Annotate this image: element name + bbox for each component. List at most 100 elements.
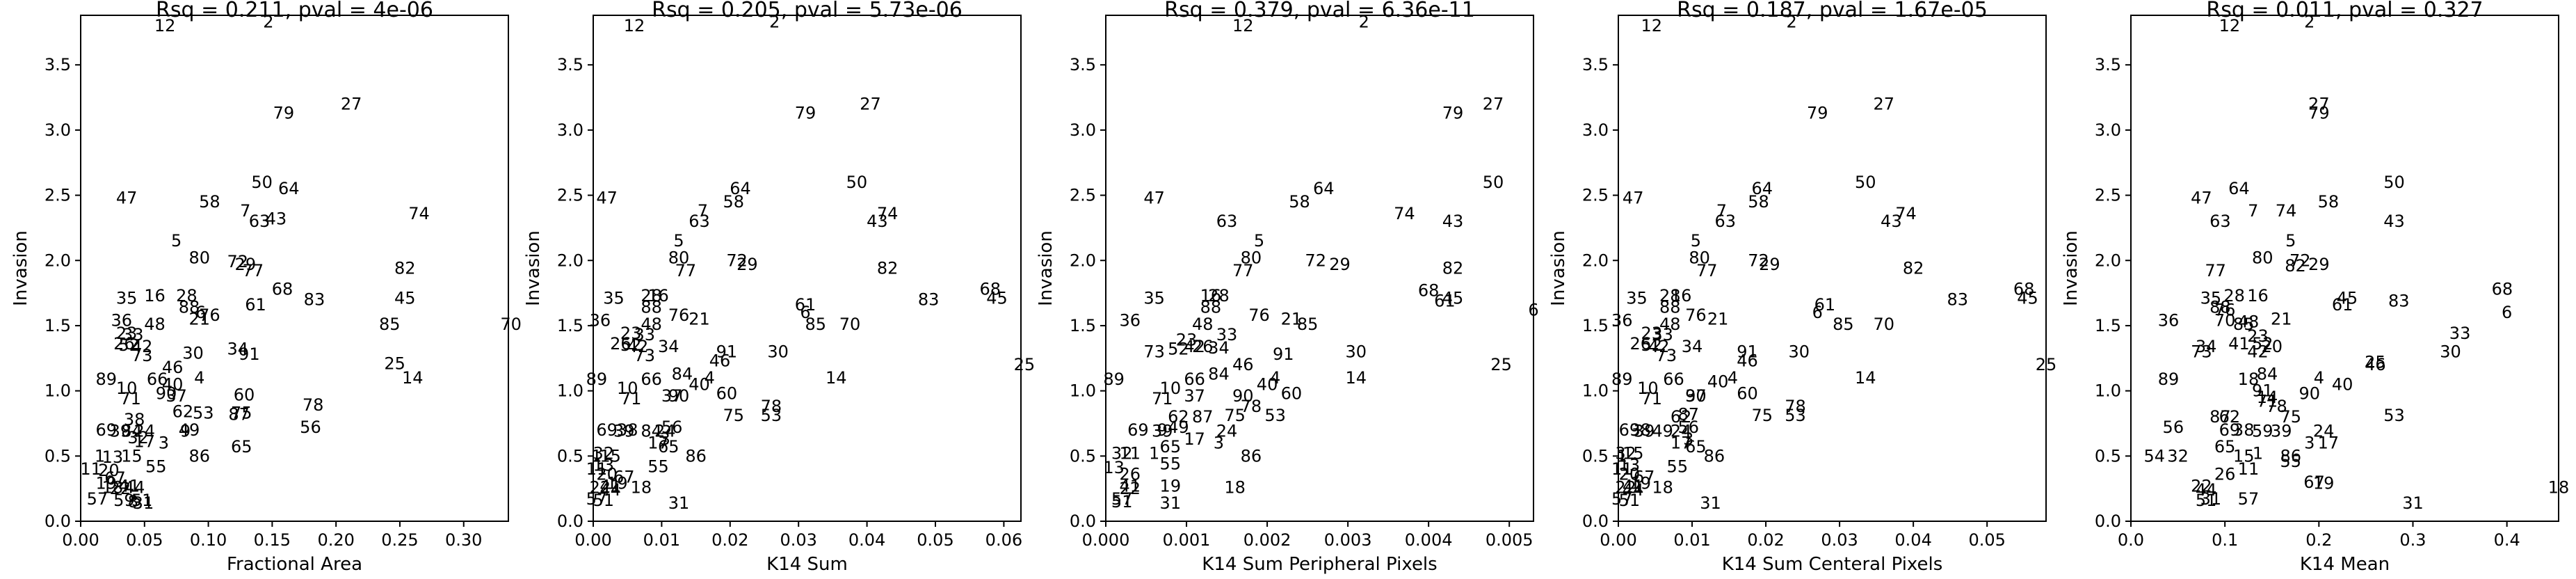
y-tick-label: 3.0 bbox=[1070, 120, 1096, 140]
point-label: 10 bbox=[617, 379, 638, 398]
y-tick-label: 2.5 bbox=[1070, 186, 1096, 205]
point-label: 45 bbox=[2017, 289, 2038, 308]
point-label: 22 bbox=[110, 479, 131, 498]
point-label: 83 bbox=[2388, 291, 2410, 310]
x-tick-label: 0.2 bbox=[2305, 530, 2332, 550]
point-label: 14 bbox=[402, 368, 424, 388]
point-label: 85 bbox=[805, 315, 827, 334]
point-label: 1 bbox=[2253, 444, 2263, 463]
point-label: 76 bbox=[199, 306, 220, 325]
point-label: 13 bbox=[102, 447, 124, 467]
y-axis-label: Invasion bbox=[10, 230, 31, 306]
point-label: 23 bbox=[1176, 331, 1198, 350]
point-label: 52 bbox=[620, 335, 642, 355]
point-label: 70 bbox=[1873, 315, 1894, 334]
point-label: 61 bbox=[1434, 291, 1456, 310]
point-label: 84 bbox=[2257, 364, 2278, 383]
point-label: 33 bbox=[634, 325, 656, 344]
x-tick-label: 0.03 bbox=[780, 530, 816, 550]
point-label: 80 bbox=[2252, 248, 2273, 268]
point-label: 44 bbox=[599, 480, 621, 500]
point-label: 52 bbox=[1641, 335, 1662, 355]
point-label: 26 bbox=[1192, 337, 1214, 356]
point-label: 63 bbox=[2209, 212, 2231, 231]
point-label: 2 bbox=[1787, 12, 1797, 31]
point-label: 2 bbox=[263, 12, 273, 31]
plot-frame bbox=[80, 15, 509, 522]
point-label: 80 bbox=[668, 248, 690, 268]
point-label: 29 bbox=[2308, 255, 2330, 274]
point-label: 86 bbox=[1704, 446, 1725, 466]
point-label: 58 bbox=[1748, 192, 1769, 212]
point-label: 12 bbox=[2219, 16, 2241, 35]
point-label: 3 bbox=[2304, 434, 2315, 453]
point-label: 15 bbox=[599, 446, 621, 466]
point-label: 7 bbox=[240, 201, 250, 221]
point-label: 5 bbox=[673, 231, 684, 251]
point-label: 65 bbox=[658, 437, 679, 457]
point-label: 89 bbox=[2158, 370, 2180, 389]
y-tick-label: 2.5 bbox=[1582, 186, 1609, 205]
point-label: 74 bbox=[1394, 204, 1415, 223]
point-label: 58 bbox=[723, 192, 744, 212]
point-label: 8 bbox=[128, 492, 138, 511]
point-label: 73 bbox=[634, 346, 656, 365]
x-tick-label: 0.003 bbox=[1324, 530, 1372, 550]
point-label: 34 bbox=[658, 337, 679, 356]
point-label: 71 bbox=[1152, 389, 1173, 409]
x-axis-label: K14 Mean bbox=[2300, 554, 2390, 575]
point-label: 30 bbox=[2440, 342, 2461, 361]
y-tick-label: 0.5 bbox=[1070, 446, 1096, 466]
point-label: 40 bbox=[1257, 374, 1278, 394]
point-label: 76 bbox=[2214, 300, 2236, 319]
plot-frame bbox=[2130, 15, 2559, 522]
point-label: 68 bbox=[2013, 279, 2035, 299]
point-label: 64 bbox=[2228, 179, 2250, 198]
point-label: 71 bbox=[1641, 389, 1662, 409]
point-label: 16 bbox=[2247, 286, 2269, 306]
point-label: 82 bbox=[1903, 259, 1924, 278]
x-tick-label: 0.001 bbox=[1163, 530, 1211, 550]
point-label: 10 bbox=[116, 379, 138, 398]
point-label: 43 bbox=[1881, 212, 1902, 231]
point-label: 3 bbox=[660, 429, 670, 449]
point-label: 85 bbox=[1297, 315, 1319, 334]
point-label: 19 bbox=[1160, 476, 1182, 495]
point-label: 53 bbox=[2383, 406, 2405, 425]
point-label: 47 bbox=[1143, 188, 1165, 207]
point-label: 78 bbox=[2266, 397, 2287, 416]
y-tick-label: 0.5 bbox=[557, 446, 583, 466]
y-tick-label: 0.0 bbox=[1070, 511, 1096, 531]
point-label: 5 bbox=[171, 231, 182, 251]
y-axis-label: Invasion bbox=[1548, 230, 1569, 306]
point-label: 76 bbox=[1685, 306, 1707, 325]
point-label: 84 bbox=[121, 422, 143, 441]
y-tick-label: 0.0 bbox=[45, 511, 71, 531]
point-label: 50 bbox=[251, 173, 273, 192]
point-label: 23 bbox=[620, 324, 642, 343]
point-label: 83 bbox=[918, 290, 940, 309]
point-label: 56 bbox=[2163, 418, 2184, 437]
x-tick-label: 0.04 bbox=[848, 530, 885, 550]
point-label: 17 bbox=[2318, 434, 2340, 453]
point-label: 69 bbox=[2219, 420, 2241, 440]
point-label: 42 bbox=[131, 337, 153, 356]
y-tick-label: 1.0 bbox=[2095, 381, 2121, 401]
point-label: 31 bbox=[1160, 493, 1182, 513]
point-label: 38 bbox=[1630, 420, 1652, 440]
point-label: 5 bbox=[2285, 231, 2296, 251]
point-label: 15 bbox=[1623, 444, 1644, 463]
point-label: 56 bbox=[300, 418, 321, 437]
point-label: 26 bbox=[113, 334, 135, 354]
point-label: 20 bbox=[98, 461, 120, 480]
point-label: 27 bbox=[2308, 94, 2330, 113]
point-label: 59 bbox=[113, 491, 135, 510]
point-label: 86 bbox=[188, 446, 210, 466]
point-label: 79 bbox=[1442, 104, 1464, 123]
point-label: 14 bbox=[826, 368, 847, 388]
point-label: 6 bbox=[1812, 303, 1823, 322]
point-label: 40 bbox=[1707, 372, 1729, 392]
point-label: 31 bbox=[2402, 493, 2424, 513]
point-label: 62 bbox=[172, 402, 194, 422]
point-label: 41 bbox=[1120, 476, 1141, 495]
